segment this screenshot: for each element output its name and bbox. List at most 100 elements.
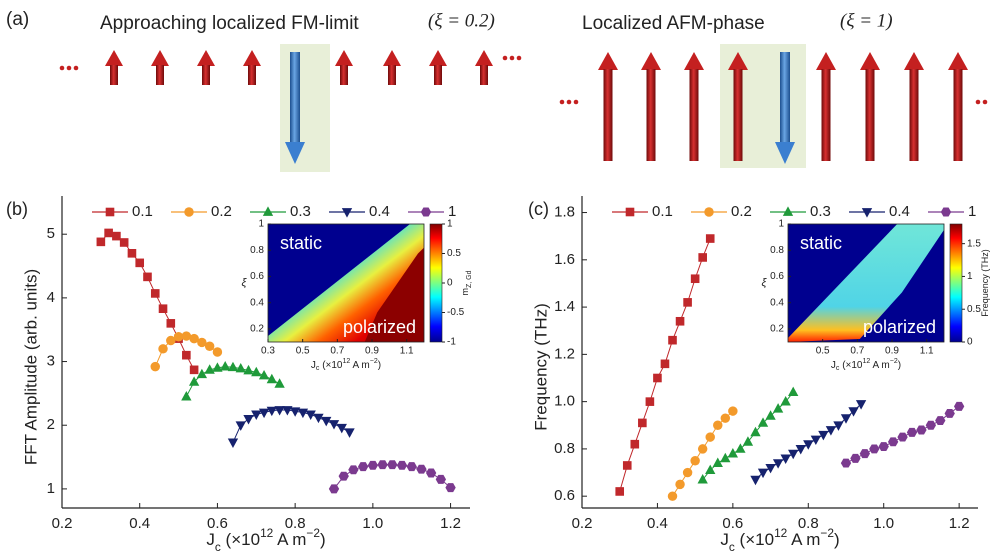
legend-label: 0.2 xyxy=(211,203,232,220)
panel-label: (b) xyxy=(6,199,28,219)
label-part: A m xyxy=(870,360,889,371)
marker xyxy=(196,368,208,379)
colorbar-tick-label: 1 xyxy=(967,271,973,282)
marker xyxy=(757,468,769,479)
marker xyxy=(878,442,889,452)
marker xyxy=(840,414,852,424)
marker xyxy=(735,443,746,453)
marker xyxy=(204,364,215,374)
marker xyxy=(416,464,427,474)
region-label: static xyxy=(280,233,322,253)
axis-label: Jc (×1012 A m−2) xyxy=(831,358,901,372)
marker xyxy=(212,347,223,357)
marker xyxy=(690,455,700,466)
label-part: J xyxy=(831,360,836,371)
marker xyxy=(313,413,324,424)
legend-marker xyxy=(704,207,714,217)
label-part: ) xyxy=(834,530,840,549)
y-tick-label: 1.4 xyxy=(554,298,575,315)
marker xyxy=(266,373,277,384)
region-label: polarized xyxy=(343,317,416,337)
marker xyxy=(266,406,277,417)
colorbar-tick-label: -1 xyxy=(447,337,456,348)
marker xyxy=(833,421,844,431)
y-tick-label: 4 xyxy=(47,289,55,306)
marker xyxy=(243,414,254,425)
marker xyxy=(765,410,776,420)
marker xyxy=(377,460,388,470)
marker xyxy=(127,249,137,258)
marker xyxy=(104,228,113,238)
marker xyxy=(750,475,761,486)
marker xyxy=(406,462,417,472)
label-part: 12 xyxy=(774,526,788,540)
x-tick-label: 1.2 xyxy=(949,515,970,532)
y-tick-label: 0.6 xyxy=(250,271,264,282)
y-tick-label: 0.4 xyxy=(770,297,784,308)
marker xyxy=(713,420,723,431)
y-tick-label: 0.2 xyxy=(250,324,264,335)
marker xyxy=(653,373,662,383)
inset-frame xyxy=(267,223,425,343)
legend-marker xyxy=(184,207,194,217)
y-tick-label: 0.4 xyxy=(250,297,264,308)
label-part: (×10 xyxy=(221,530,260,549)
colorbar xyxy=(949,223,963,343)
marker xyxy=(289,407,301,417)
x-tick-label: 0.4 xyxy=(647,515,668,532)
x-tick-label: 0.7 xyxy=(850,346,864,357)
marker xyxy=(367,460,379,470)
region-label: polarized xyxy=(863,317,936,337)
marker xyxy=(668,335,677,345)
marker xyxy=(328,420,340,430)
marker xyxy=(859,449,871,459)
y-tick-label: 0.8 xyxy=(250,245,264,256)
x-tick-label: 1.1 xyxy=(920,346,934,357)
spin-diagram: (a) Approaching localized FM-limit (ξ = … xyxy=(6,9,988,172)
legend-label: 0.3 xyxy=(290,203,311,220)
y-tick-label: 1 xyxy=(258,219,264,230)
marker xyxy=(338,471,349,481)
legend-marker xyxy=(420,207,432,217)
y-axis-label: ξ xyxy=(242,277,248,289)
colorbar-tick-label: 1.5 xyxy=(967,238,981,249)
marker xyxy=(357,462,369,472)
marker xyxy=(897,432,908,442)
inset-frame xyxy=(787,223,945,343)
legend-marker xyxy=(105,207,115,217)
marker xyxy=(197,337,207,348)
label-part: A m xyxy=(787,530,820,549)
label-part: Frequency (THz) xyxy=(980,249,990,317)
label-part: (×10 xyxy=(319,360,343,371)
label-part: −2 xyxy=(370,358,378,365)
x-tick-label: 0.5 xyxy=(296,346,310,357)
y-tick-label: 3 xyxy=(47,353,55,370)
label-part: ) xyxy=(898,360,901,371)
marker xyxy=(96,237,106,247)
marker xyxy=(869,444,880,454)
colorbar-label: mZ, Gd xyxy=(460,270,473,295)
marker xyxy=(297,408,309,419)
colorbar-tick-label: 0.5 xyxy=(967,304,981,315)
marker xyxy=(321,416,332,427)
marker xyxy=(258,408,270,419)
marker xyxy=(795,445,806,455)
marker xyxy=(204,341,215,351)
marker xyxy=(328,484,340,494)
label-part: ) xyxy=(378,360,381,371)
marker xyxy=(189,333,199,344)
marker xyxy=(850,453,861,463)
legend-marker xyxy=(625,207,635,217)
marker xyxy=(189,365,199,375)
marker xyxy=(765,463,776,474)
marker xyxy=(742,436,754,446)
colorbar xyxy=(429,223,443,343)
marker xyxy=(935,416,946,426)
x-tick-label: 0.9 xyxy=(885,346,899,357)
label-part: m xyxy=(460,288,470,296)
marker xyxy=(251,366,262,377)
marker xyxy=(916,425,927,435)
marker xyxy=(682,467,693,478)
marker xyxy=(925,420,937,430)
y-tick-label: 5 xyxy=(47,225,55,242)
